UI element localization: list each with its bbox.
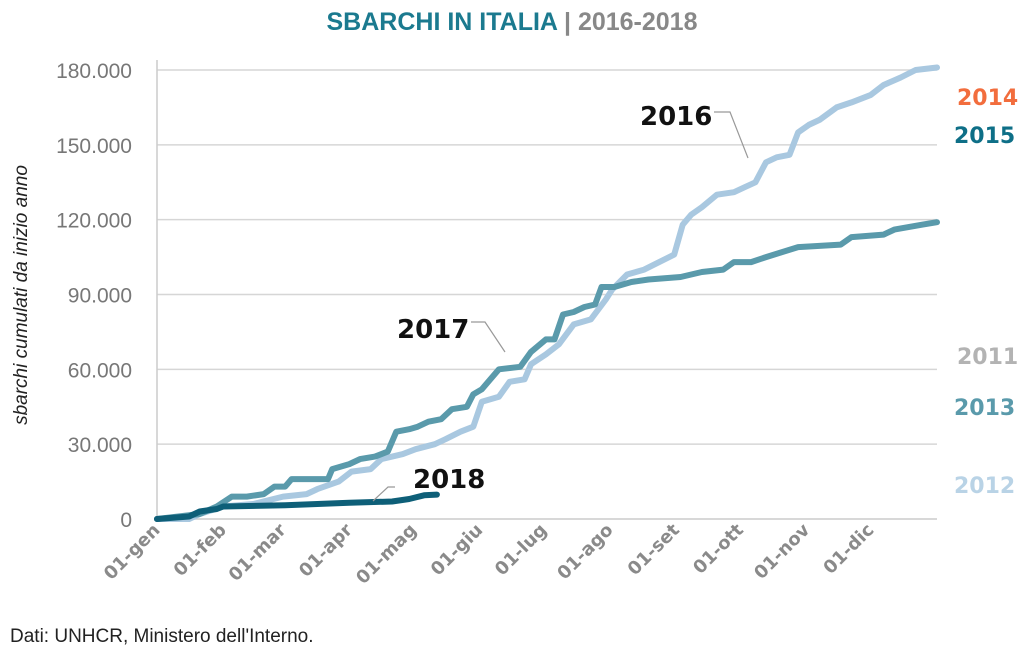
legend-2011: 2011 [957,345,1019,370]
annotation-leader [372,486,395,502]
series-line-2017 [154,219,940,522]
source-note: Dati: UNHCR, Ministero dell'Interno. [10,626,314,647]
x-tick-label: 01-gen [100,520,165,585]
annotation-2018: 2018 [413,465,485,495]
y-tick-label: 150.000 [56,135,132,158]
x-tick-label: 01-mag [352,520,421,589]
legend-2015: 2015 [954,124,1016,149]
y-tick-label: 30.000 [68,434,132,457]
x-tick-label: 01-set [624,519,684,579]
title-main: SBARCHI IN ITALIA [326,8,558,36]
series-line-2016 [154,64,940,522]
title-subtitle: 2016-2018 [577,8,698,36]
legend-2013: 2013 [954,396,1016,421]
x-tick-label: 01-ago [553,520,617,584]
title-sep: | [557,8,578,36]
x-tick-label: 01-dic [819,520,878,579]
y-axis-label: sbarchi cumulati da inizio anno [11,165,32,425]
annotation-2016: 2016 [640,102,712,132]
y-tick-label: 180.000 [56,60,132,83]
annotation-2017: 2017 [397,315,469,345]
y-tick-label: 90.000 [68,285,132,308]
legend-2014: 2014 [957,86,1019,111]
chart-title: SBARCHI IN ITALIA | 2016-2018 [0,8,1024,37]
x-tick-label: 01-lug [491,520,551,580]
x-tick-label: 01-giu [427,520,487,580]
series-line-2018 [154,491,440,522]
x-tick-label: 01-nov [750,520,814,584]
y-tick-label: 0 [120,509,132,532]
annotation-leader [714,111,749,159]
y-tick-label: 60.000 [68,359,132,382]
legend-2012: 2012 [954,474,1016,499]
y-tick-label: 120.000 [56,210,132,233]
x-tick-label: 01-apr [295,520,357,582]
x-tick-label: 01-feb [170,520,231,581]
annotation-leader [471,321,506,353]
x-tick-label: 01-mar [225,520,291,586]
x-tick-label: 01-ott [689,519,748,578]
